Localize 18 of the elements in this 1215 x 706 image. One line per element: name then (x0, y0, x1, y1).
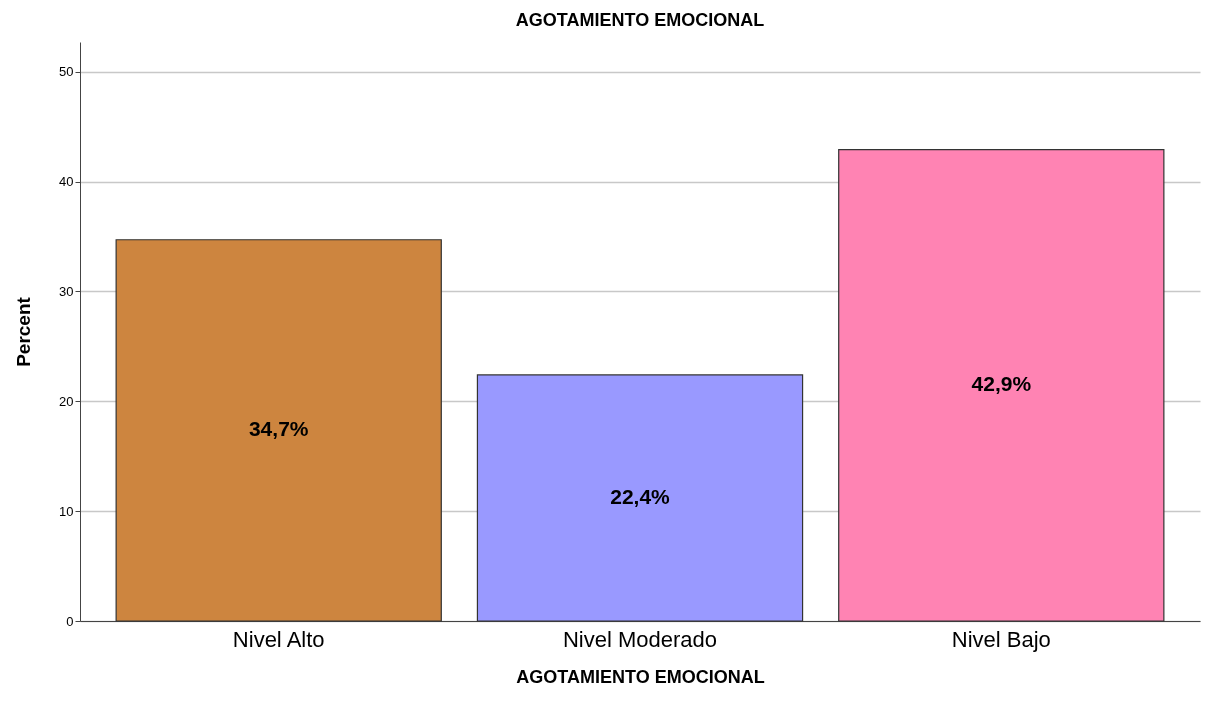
y-tick-label: 40 (59, 174, 74, 190)
y-tick-label: 50 (59, 64, 74, 80)
y-tick-label: 30 (59, 283, 74, 299)
bar (476, 374, 804, 622)
data-label: 42,9% (971, 372, 1032, 396)
x-tick-label: Nivel Alto (232, 626, 325, 652)
x-tick-label: Nivel Bajo (951, 626, 1051, 652)
bar (838, 149, 1165, 622)
x-tick-label: Nivel Moderado (562, 626, 718, 652)
chart-title: AGOTAMIENTO EMOCIONAL (515, 10, 765, 30)
y-tick-label: 20 (59, 393, 74, 409)
y-tick-label: 0 (66, 613, 74, 629)
bar (115, 239, 442, 622)
data-label: 34,7% (248, 417, 309, 441)
y-axis-title: Percent (13, 296, 35, 367)
data-label: 22,4% (610, 484, 671, 508)
y-tick-label: 10 (59, 503, 74, 519)
x-axis-title: AGOTAMIENTO EMOCIONAL (516, 666, 765, 687)
